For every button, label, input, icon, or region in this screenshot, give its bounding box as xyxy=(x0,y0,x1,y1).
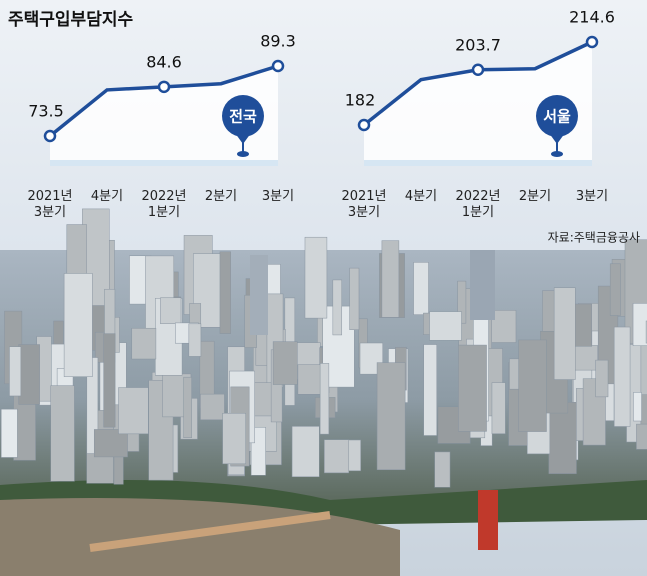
value-label: 203.7 xyxy=(455,35,501,54)
building xyxy=(609,263,621,316)
building xyxy=(423,344,438,436)
building xyxy=(0,408,18,458)
building xyxy=(200,393,225,421)
building xyxy=(18,344,40,405)
area-band xyxy=(364,160,592,166)
building xyxy=(131,327,157,360)
building xyxy=(160,297,182,324)
area-band xyxy=(50,160,278,166)
value-label: 182 xyxy=(345,91,376,110)
tower xyxy=(470,250,495,320)
building xyxy=(332,279,343,336)
building xyxy=(553,287,576,380)
building xyxy=(349,267,360,330)
tower xyxy=(250,255,268,335)
building xyxy=(429,311,462,341)
building xyxy=(518,339,547,432)
building xyxy=(434,451,451,488)
point xyxy=(157,80,171,94)
x-tick-label: 2분기 xyxy=(518,189,552,204)
building xyxy=(188,323,202,357)
pin-base xyxy=(237,151,249,157)
building xyxy=(291,426,320,478)
x-tick-label: 4분기 xyxy=(404,189,438,204)
building xyxy=(640,312,647,412)
bridge-tower xyxy=(478,490,498,550)
building xyxy=(9,346,22,397)
building xyxy=(50,385,75,482)
value-label: 84.6 xyxy=(146,52,182,71)
value-label: 89.3 xyxy=(260,32,296,51)
building xyxy=(636,423,647,450)
pin xyxy=(536,95,578,137)
legend-label: 전국 xyxy=(229,108,257,126)
building xyxy=(272,341,298,385)
area xyxy=(364,42,592,166)
point xyxy=(585,35,599,49)
point xyxy=(43,129,57,143)
building xyxy=(118,387,149,435)
point xyxy=(357,118,371,132)
bridge xyxy=(89,511,331,552)
value-label: 73.5 xyxy=(28,102,64,121)
building xyxy=(633,392,642,422)
building xyxy=(491,382,506,434)
building xyxy=(324,439,350,474)
building xyxy=(381,240,400,318)
building xyxy=(595,359,609,398)
building xyxy=(613,326,631,427)
pin xyxy=(222,95,264,137)
building xyxy=(219,251,231,334)
building xyxy=(574,303,592,347)
pin-base xyxy=(551,151,563,157)
x-tick-label: 2분기 xyxy=(204,189,238,204)
city-photo xyxy=(0,208,647,576)
point xyxy=(271,59,285,73)
x-tick-label: 3분기 xyxy=(575,189,609,204)
building xyxy=(222,412,246,465)
building xyxy=(319,363,330,435)
x-tick-label: 2022년 1분기 xyxy=(455,189,501,220)
legend-label: 서울 xyxy=(543,108,571,126)
x-tick-label: 4분기 xyxy=(90,189,124,204)
building xyxy=(103,333,116,428)
pin-tip xyxy=(235,133,251,144)
value-label: 214.6 xyxy=(569,8,615,27)
building xyxy=(376,362,406,471)
building xyxy=(183,376,192,438)
building xyxy=(548,402,577,474)
building xyxy=(63,273,93,377)
pin-tip xyxy=(549,133,565,144)
x-tick-label: 2021년 3분기 xyxy=(27,189,73,220)
building xyxy=(457,280,467,324)
building xyxy=(632,303,647,346)
title: 주택구입부담지수 xyxy=(8,10,133,30)
x-tick-label: 2022년 1분기 xyxy=(141,189,187,220)
point xyxy=(471,63,485,77)
building xyxy=(304,236,328,319)
building xyxy=(413,262,429,315)
x-tick-label: 2021년 3분기 xyxy=(341,189,387,220)
x-tick-label: 3분기 xyxy=(261,189,295,204)
building xyxy=(458,344,487,432)
source: 자료:주택금융공사 xyxy=(548,231,640,245)
